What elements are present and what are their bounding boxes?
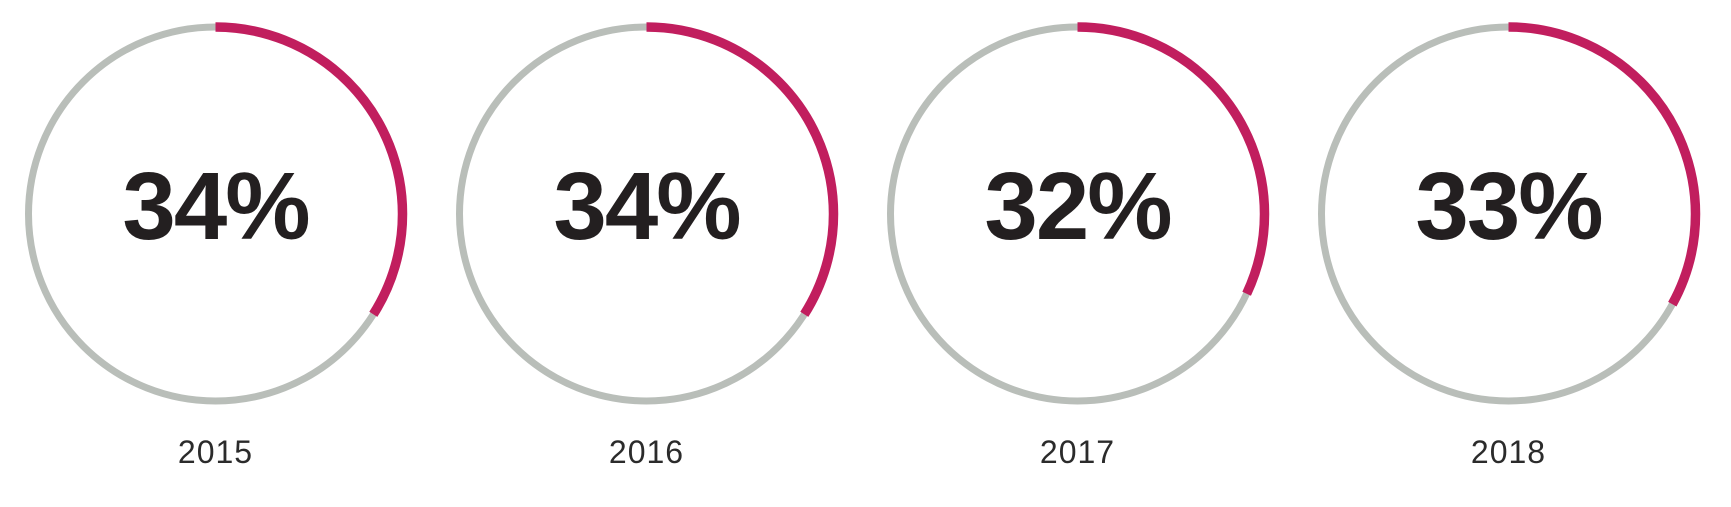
year-label: 2017	[1039, 434, 1116, 470]
donut-ring-svg	[885, 22, 1270, 406]
year-label: 2015	[177, 434, 254, 470]
donut-ring-svg	[23, 22, 408, 406]
donut-ring-wrap: 34%	[0, 0, 431, 430]
donut-chart-2015: 34% 2015	[0, 0, 431, 507]
donut-arc	[1316, 22, 1701, 406]
donut-ring-svg	[454, 22, 839, 406]
year-label: 2016	[608, 434, 685, 470]
donut-arc	[23, 22, 408, 406]
donut-arc	[885, 22, 1270, 406]
donut-arc	[454, 22, 839, 406]
donut-ring-wrap: 33%	[1293, 0, 1724, 430]
donut-chart-2016: 34% 2016	[431, 0, 862, 507]
donut-chart-2017: 32% 2017	[862, 0, 1293, 507]
donut-ring-svg	[1316, 22, 1701, 406]
donut-ring-wrap: 32%	[862, 0, 1293, 430]
donut-chart-2018: 33% 2018	[1293, 0, 1724, 507]
year-label: 2018	[1470, 434, 1547, 470]
donut-ring-wrap: 34%	[431, 0, 862, 430]
